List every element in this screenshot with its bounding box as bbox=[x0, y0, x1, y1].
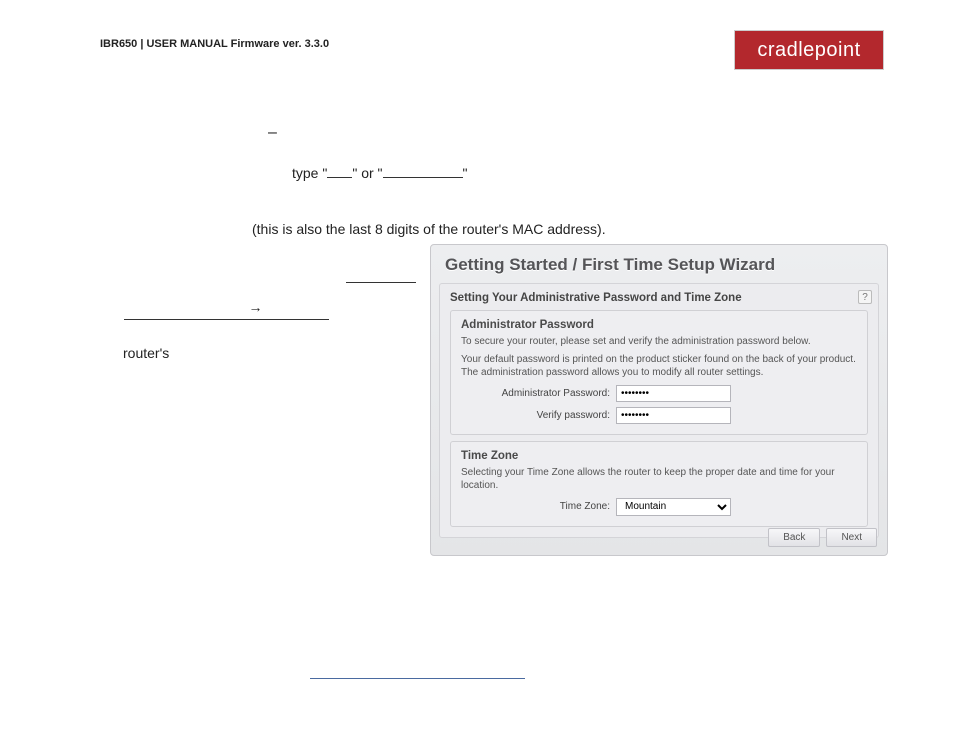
underline-fragment bbox=[346, 282, 416, 283]
admin-pw-label: Administrator Password: bbox=[461, 388, 616, 399]
type-prefix: type " bbox=[292, 165, 327, 181]
tz-label: Time Zone: bbox=[461, 501, 616, 512]
back-button[interactable]: Back bbox=[768, 528, 820, 547]
page-header: IBR650 | USER MANUAL Firmware ver. 3.3.0… bbox=[0, 0, 954, 70]
arrow-line: → bbox=[124, 296, 329, 320]
admin-text-1: To secure your router, please set and ve… bbox=[461, 335, 857, 349]
timezone-fieldset: Time Zone Selecting your Time Zone allow… bbox=[450, 441, 868, 527]
type-suffix: " bbox=[463, 165, 468, 181]
admin-text-2: Your default password is printed on the … bbox=[461, 353, 857, 380]
admin-legend: Administrator Password bbox=[461, 319, 857, 331]
mac-line: (this is also the last 8 digits of the r… bbox=[252, 218, 606, 240]
tz-legend: Time Zone bbox=[461, 450, 857, 462]
routers-text: router's bbox=[123, 342, 169, 364]
blank-2 bbox=[383, 164, 463, 178]
admin-password-fieldset: Administrator Password To secure your ro… bbox=[450, 310, 868, 435]
manual-title: IBR650 | USER MANUAL Firmware ver. 3.3.0 bbox=[100, 30, 329, 50]
type-mid: " or " bbox=[352, 165, 382, 181]
admin-password-input[interactable] bbox=[616, 385, 731, 402]
wizard-footer: Back Next bbox=[768, 528, 877, 547]
tz-row: Time Zone: Mountain bbox=[461, 498, 857, 516]
verify-password-input[interactable] bbox=[616, 407, 731, 424]
wizard-title: Getting Started / First Time Setup Wizar… bbox=[431, 245, 887, 283]
arrow-symbol: → bbox=[249, 299, 263, 315]
brand-logo: cradlepoint bbox=[734, 30, 884, 70]
type-line: type " " or " " bbox=[292, 162, 467, 184]
wizard-subtitle: Setting Your Administrative Password and… bbox=[450, 292, 868, 304]
timezone-select[interactable]: Mountain bbox=[616, 498, 731, 516]
verify-pw-label: Verify password: bbox=[461, 410, 616, 421]
setup-wizard-panel: Getting Started / First Time Setup Wizar… bbox=[430, 244, 888, 556]
verify-pw-row: Verify password: bbox=[461, 407, 857, 424]
dash-text: – bbox=[268, 120, 277, 146]
footer-underline bbox=[310, 678, 525, 679]
admin-pw-row: Administrator Password: bbox=[461, 385, 857, 402]
tz-text: Selecting your Time Zone allows the rout… bbox=[461, 466, 857, 493]
blank-1 bbox=[327, 164, 352, 178]
next-button[interactable]: Next bbox=[826, 528, 877, 547]
wizard-body: ? Setting Your Administrative Password a… bbox=[439, 283, 879, 538]
help-icon[interactable]: ? bbox=[858, 290, 872, 304]
